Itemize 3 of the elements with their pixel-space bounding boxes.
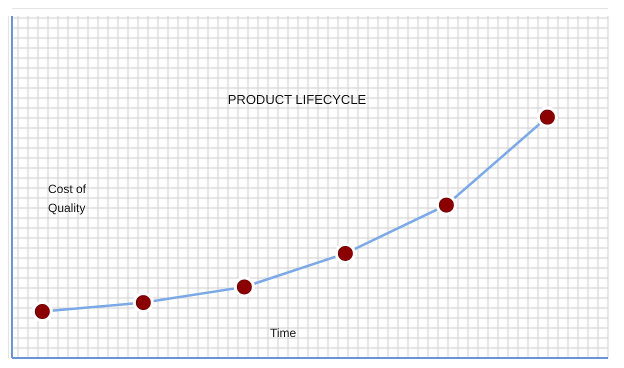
x-axis-title: Time bbox=[270, 326, 296, 340]
y-axis-title: Cost of Quality bbox=[48, 181, 88, 217]
chart-title: PRODUCT LIFECYCLE bbox=[226, 92, 368, 107]
